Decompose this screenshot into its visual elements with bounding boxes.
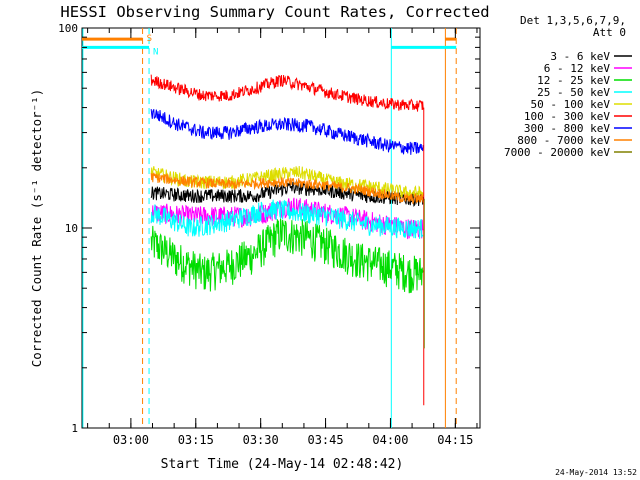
x-tick-label: 04:00 xyxy=(372,433,408,447)
x-tick-label: 03:15 xyxy=(178,433,214,447)
legend-header: Det 1,3,5,6,7,9, xyxy=(520,14,626,27)
legend-entry-label: 12 - 25 keV xyxy=(537,74,610,87)
series-line-300-800-kev xyxy=(150,109,424,155)
x-tick-label: 03:00 xyxy=(113,433,149,447)
series-group xyxy=(150,74,425,406)
legend-entry-label: 300 - 800 keV xyxy=(524,122,610,135)
footer-timestamp: 24-May-2014 13:52 xyxy=(555,468,637,477)
series-line-25-50-kev xyxy=(150,199,424,239)
legend-entry-label: 800 - 7000 keV xyxy=(517,134,610,147)
flag-label-s: S xyxy=(147,34,152,44)
axis-ticks: 1 10 100 03:00 03:15 03:30 03:45 04:00 04:15 xyxy=(58,22,480,447)
legend-entry-label: 3 - 6 keV xyxy=(550,50,610,63)
y-tick-label: 1 xyxy=(71,422,78,435)
x-axis-label: Start Time (24-May-14 02:48:42) xyxy=(161,457,404,472)
series-line-50-100-kev xyxy=(150,165,424,201)
y-axis-label: Corrected Count Rate (s⁻¹ detector⁻¹) xyxy=(29,89,44,367)
y-axis-label-group: Corrected Count Rate (s⁻¹ detector⁻¹) xyxy=(29,89,44,367)
x-tick-label: 03:30 xyxy=(243,433,279,447)
series-line-100-300-kev xyxy=(150,74,424,112)
legend-entry-label: 7000 - 20000 keV xyxy=(504,146,610,159)
x-tick-label: 04:15 xyxy=(437,433,473,447)
y-tick-label: 10 xyxy=(65,222,78,235)
legend-entry-label: 6 - 12 keV xyxy=(544,62,611,75)
series-line-12-25-kev xyxy=(150,218,424,294)
chart-title: HESSI Observing Summary Count Rates, Cor… xyxy=(60,3,489,21)
y-tick-label: 100 xyxy=(58,22,78,35)
legend-header: Att 0 xyxy=(593,26,626,39)
series-line-6-12-kev xyxy=(150,197,424,240)
legend-entry-label: 50 - 100 keV xyxy=(531,98,611,111)
legend-entry-label: 100 - 300 keV xyxy=(524,110,610,123)
series-line-800-7000-kev xyxy=(150,172,424,204)
x-tick-label: 03:45 xyxy=(307,433,343,447)
legend-entry-label: 25 - 50 keV xyxy=(537,86,610,99)
flag-label-n: N xyxy=(153,47,158,57)
state-flags: SN xyxy=(82,34,457,57)
